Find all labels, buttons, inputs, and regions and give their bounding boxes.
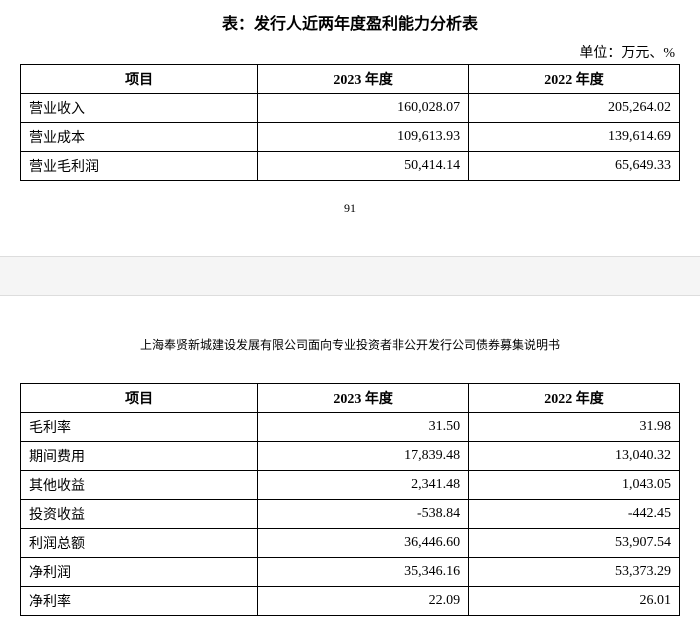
row-value-2022: 53,907.54 xyxy=(469,529,680,558)
row-value-2022: 139,614.69 xyxy=(469,123,680,152)
table-row: 营业毛利润 50,414.14 65,649.33 xyxy=(21,152,680,181)
row-value-2022: 26.01 xyxy=(469,587,680,616)
profitability-table-1: 项目 2023 年度 2022 年度 营业收入 160,028.07 205,2… xyxy=(20,64,680,181)
table2-header-row: 项目 2023 年度 2022 年度 xyxy=(21,384,680,413)
row-value-2023: 31.50 xyxy=(258,413,469,442)
table-row: 期间费用 17,839.48 13,040.32 xyxy=(21,442,680,471)
row-label: 期间费用 xyxy=(21,442,258,471)
table-row: 投资收益 -538.84 -442.45 xyxy=(21,500,680,529)
row-value-2022: 1,043.05 xyxy=(469,471,680,500)
table1-col-2022: 2022 年度 xyxy=(469,65,680,94)
row-value-2022: 31.98 xyxy=(469,413,680,442)
row-value-2022: 205,264.02 xyxy=(469,94,680,123)
table1-header-row: 项目 2023 年度 2022 年度 xyxy=(21,65,680,94)
table2-col-2022: 2022 年度 xyxy=(469,384,680,413)
row-value-2023: 22.09 xyxy=(258,587,469,616)
row-label: 利润总额 xyxy=(21,529,258,558)
row-value-2023: 2,341.48 xyxy=(258,471,469,500)
page-number: 91 xyxy=(20,201,680,216)
table1-unit: 单位：万元、% xyxy=(20,42,680,62)
row-value-2022: 13,040.32 xyxy=(469,442,680,471)
page-2-section: 上海奉贤新城建设发展有限公司面向专业投资者非公开发行公司债券募集说明书 项目 2… xyxy=(0,326,700,626)
table-row: 营业成本 109,613.93 139,614.69 xyxy=(21,123,680,152)
table1-col-2023: 2023 年度 xyxy=(258,65,469,94)
row-label: 投资收益 xyxy=(21,500,258,529)
table-row: 净利润 35,346.16 53,373.29 xyxy=(21,558,680,587)
row-label: 其他收益 xyxy=(21,471,258,500)
row-value-2022: 53,373.29 xyxy=(469,558,680,587)
table-row: 毛利率 31.50 31.98 xyxy=(21,413,680,442)
table-row: 利润总额 36,446.60 53,907.54 xyxy=(21,529,680,558)
row-label: 毛利率 xyxy=(21,413,258,442)
table1-col-item: 项目 xyxy=(21,65,258,94)
row-label: 营业收入 xyxy=(21,94,258,123)
row-label: 营业成本 xyxy=(21,123,258,152)
row-label: 净利率 xyxy=(21,587,258,616)
row-label: 净利润 xyxy=(21,558,258,587)
row-value-2023: 17,839.48 xyxy=(258,442,469,471)
table-row: 营业收入 160,028.07 205,264.02 xyxy=(21,94,680,123)
row-value-2023: 35,346.16 xyxy=(258,558,469,587)
table1-title: 表：发行人近两年度盈利能力分析表 xyxy=(20,10,680,34)
table-row: 其他收益 2,341.48 1,043.05 xyxy=(21,471,680,500)
row-value-2022: -442.45 xyxy=(469,500,680,529)
profitability-table-2: 项目 2023 年度 2022 年度 毛利率 31.50 31.98 期间费用 … xyxy=(20,383,680,616)
page-break xyxy=(0,256,700,296)
page-1-section: 表：发行人近两年度盈利能力分析表 单位：万元、% 项目 2023 年度 2022… xyxy=(0,0,700,246)
row-value-2023: -538.84 xyxy=(258,500,469,529)
row-value-2022: 65,649.33 xyxy=(469,152,680,181)
table-row: 净利率 22.09 26.01 xyxy=(21,587,680,616)
row-label: 营业毛利润 xyxy=(21,152,258,181)
row-value-2023: 160,028.07 xyxy=(258,94,469,123)
row-value-2023: 109,613.93 xyxy=(258,123,469,152)
row-value-2023: 50,414.14 xyxy=(258,152,469,181)
table2-col-item: 项目 xyxy=(21,384,258,413)
row-value-2023: 36,446.60 xyxy=(258,529,469,558)
document-header: 上海奉贤新城建设发展有限公司面向专业投资者非公开发行公司债券募集说明书 xyxy=(20,336,680,353)
table2-col-2023: 2023 年度 xyxy=(258,384,469,413)
